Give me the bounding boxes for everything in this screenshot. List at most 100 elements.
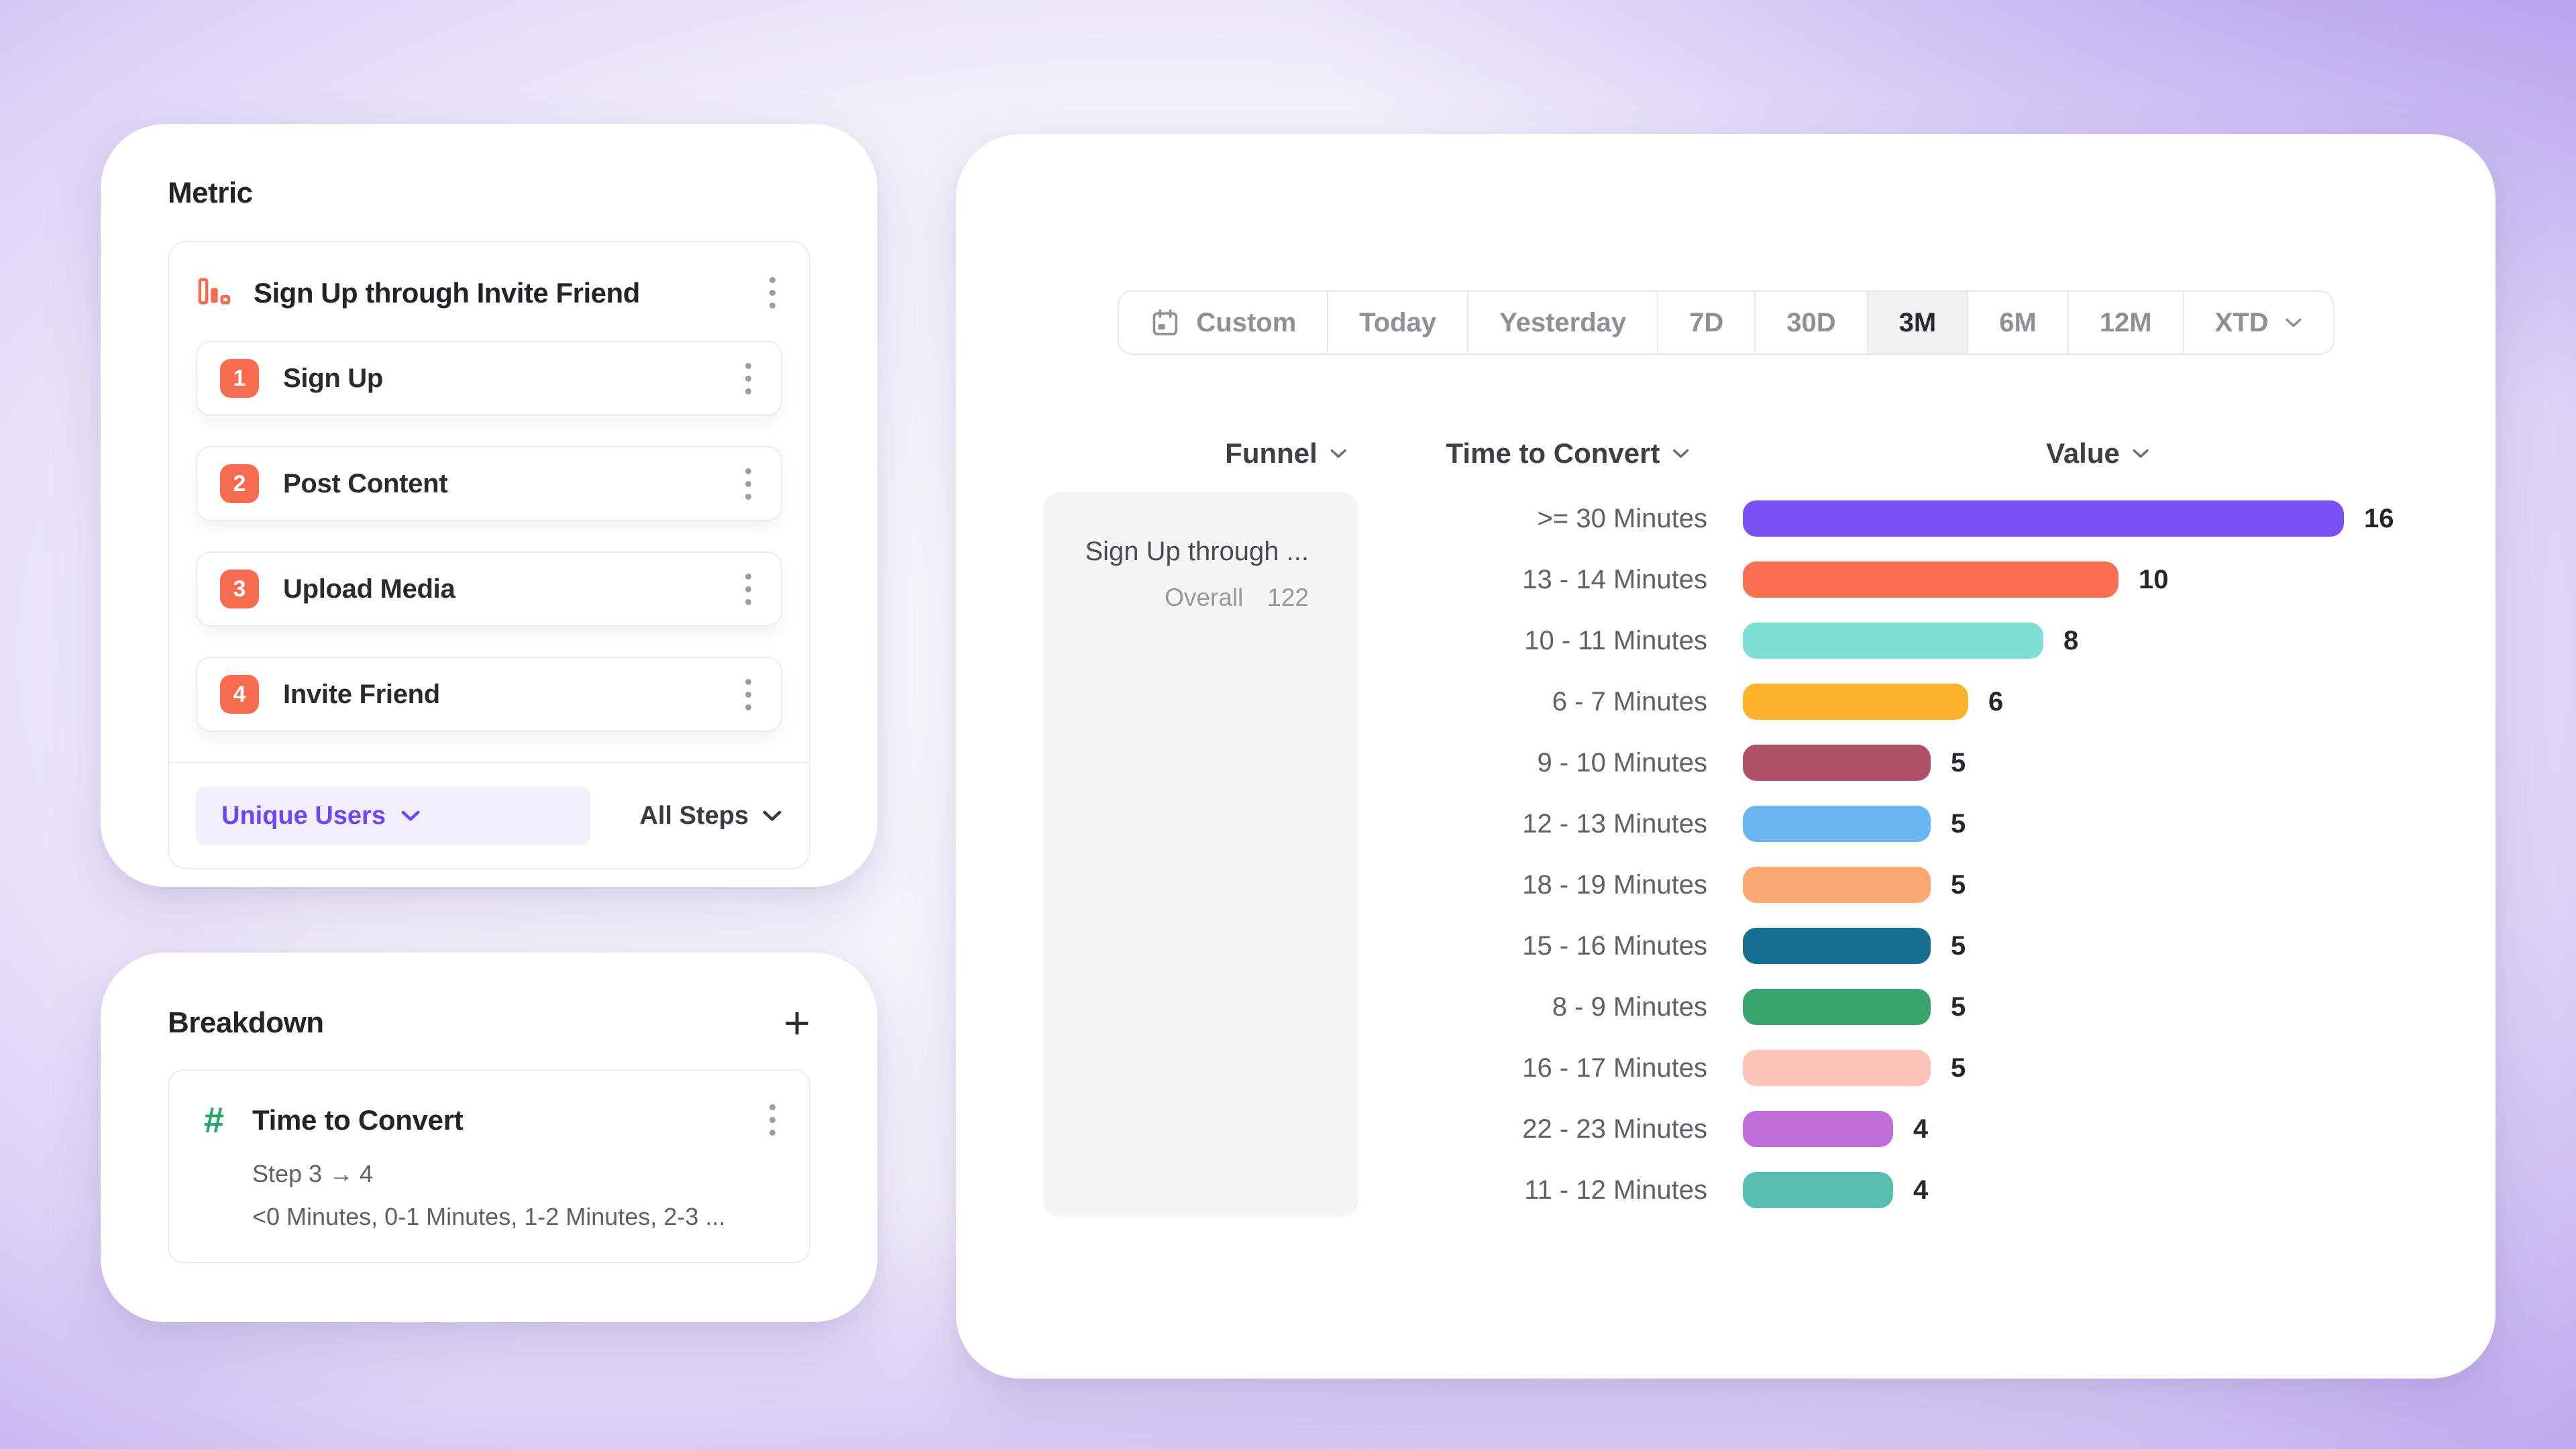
funnel-builder-header: Sign Up through Invite Friend	[169, 242, 809, 341]
column-header-funnel[interactable]: Funnel	[1225, 437, 1347, 470]
table-row: 8 - 9 Minutes 5	[1385, 989, 1966, 1025]
step-label: Post Content	[283, 468, 448, 498]
steps-scope-dropdown[interactable]: All Steps	[639, 802, 782, 830]
table-row: 18 - 19 Minutes 5	[1385, 867, 1966, 903]
value-bar[interactable]	[1743, 806, 1931, 842]
breakdown-panel: Breakdown + # Time to Convert Step 3 → 4…	[101, 953, 877, 1322]
bucket-label: 10 - 11 Minutes	[1524, 625, 1707, 655]
chevron-down-icon	[2285, 317, 2302, 329]
kebab-menu-icon[interactable]	[739, 568, 758, 610]
report-panel: Custom Today Yesterday 7D 30D 3M 6M 12M …	[956, 134, 2496, 1379]
steps-scope-label: All Steps	[639, 801, 749, 830]
step-row[interactable]: 1 Sign Up	[196, 341, 782, 416]
kebab-menu-icon[interactable]	[739, 358, 758, 400]
table-row: 10 - 11 Minutes 8	[1385, 623, 2078, 659]
step-row[interactable]: 3 Upload Media	[196, 551, 782, 627]
step-label: Sign Up	[283, 363, 383, 393]
measure-dropdown[interactable]: Unique Users	[196, 786, 590, 845]
value-bar[interactable]	[1743, 745, 1931, 781]
date-range-12m[interactable]: 12M	[2067, 292, 2183, 354]
value-label: 10	[2139, 564, 2169, 594]
date-range-custom[interactable]: Custom	[1118, 292, 1327, 354]
overall-label: Overall	[1165, 584, 1244, 611]
step-label: Upload Media	[283, 574, 455, 604]
breakdown-property-name: Time to Convert	[252, 1104, 464, 1136]
bucket-label: 13 - 14 Minutes	[1522, 564, 1707, 594]
step-row[interactable]: 4 Invite Friend	[196, 657, 782, 732]
column-header-label: Funnel	[1225, 437, 1318, 469]
value-bar[interactable]	[1743, 561, 2118, 598]
value-label: 4	[1913, 1114, 1929, 1144]
value-label: 5	[1951, 991, 1966, 1022]
date-range-xtd-dropdown[interactable]: XTD	[2182, 292, 2333, 354]
chevron-down-icon	[762, 810, 782, 822]
chevron-down-icon	[1672, 448, 1689, 460]
bucket-label: 9 - 10 Minutes	[1537, 747, 1707, 777]
step-number-badge: 2	[220, 464, 259, 503]
bucket-label: 16 - 17 Minutes	[1522, 1053, 1707, 1083]
bucket-label: 22 - 23 Minutes	[1522, 1114, 1707, 1144]
breakdown-step-range: Step 3 → 4	[252, 1160, 374, 1187]
date-range-6m[interactable]: 6M	[1967, 292, 2068, 354]
date-range-bar: Custom Today Yesterday 7D 30D 3M 6M 12M …	[1117, 290, 2334, 355]
column-header-value[interactable]: Value	[2046, 437, 2149, 470]
table-row: >= 30 Minutes 16	[1385, 500, 2394, 537]
date-range-label: XTD	[2214, 307, 2269, 337]
value-bar[interactable]	[1743, 1172, 1893, 1208]
value-bar[interactable]	[1743, 500, 2344, 537]
bucket-label: 8 - 9 Minutes	[1552, 991, 1707, 1022]
column-header-label: Time to Convert	[1446, 437, 1660, 469]
date-range-label: 6M	[1999, 307, 2037, 337]
date-range-label: 12M	[2099, 307, 2152, 337]
value-bar[interactable]	[1743, 1050, 1931, 1086]
measure-dropdown-label: Unique Users	[221, 801, 386, 830]
add-breakdown-button[interactable]: +	[784, 998, 810, 1049]
date-range-yesterday[interactable]: Yesterday	[1467, 292, 1657, 354]
kebab-menu-icon[interactable]	[763, 1099, 782, 1141]
funnel-builder-card: Sign Up through Invite Friend 1 Sign Up …	[168, 241, 810, 869]
step-number-badge: 1	[220, 359, 259, 398]
step-row[interactable]: 2 Post Content	[196, 446, 782, 521]
kebab-menu-icon[interactable]	[739, 463, 758, 505]
date-range-30d[interactable]: 30D	[1754, 292, 1866, 354]
bucket-label: 18 - 19 Minutes	[1522, 869, 1707, 900]
bucket-label: 11 - 12 Minutes	[1524, 1175, 1707, 1205]
table-row: 16 - 17 Minutes 5	[1385, 1050, 1966, 1086]
date-range-label: Yesterday	[1499, 307, 1627, 337]
bucket-label: >= 30 Minutes	[1537, 503, 1708, 533]
value-label: 8	[2063, 625, 2079, 655]
value-bar[interactable]	[1743, 928, 1931, 964]
table-row: 15 - 16 Minutes 5	[1385, 928, 1966, 964]
funnel-steps-list: 1 Sign Up 2 Post Content 3 Upload Media …	[169, 341, 809, 732]
hash-icon: #	[203, 1099, 225, 1140]
value-label: 16	[2364, 503, 2394, 533]
step-number-badge: 3	[220, 570, 259, 608]
table-row: 13 - 14 Minutes 10	[1385, 561, 2169, 598]
kebab-menu-icon[interactable]	[739, 674, 758, 716]
value-bar[interactable]	[1743, 623, 2043, 659]
date-range-label: Today	[1359, 307, 1437, 337]
step-number-badge: 4	[220, 675, 259, 714]
metric-panel: Metric Sign Up through Invite Friend 1 S…	[101, 124, 877, 887]
funnel-name: Sign Up through Invite Friend	[254, 276, 640, 309]
date-range-label: 30D	[1786, 307, 1836, 337]
builder-footer: Unique Users All Steps	[169, 762, 809, 868]
date-range-today[interactable]: Today	[1327, 292, 1467, 354]
table-row: 11 - 12 Minutes 4	[1385, 1172, 1928, 1208]
value-bar[interactable]	[1743, 1111, 1893, 1147]
column-header-time-to-convert[interactable]: Time to Convert	[1446, 437, 1690, 470]
kebab-menu-icon[interactable]	[763, 272, 782, 314]
funnel-cell: Sign Up through ... Overall 122	[1043, 492, 1358, 1217]
column-header-label: Value	[2046, 437, 2120, 469]
value-label: 5	[1951, 869, 1966, 900]
calendar-icon	[1149, 307, 1180, 338]
value-label: 5	[1951, 808, 1966, 839]
value-bar[interactable]	[1743, 684, 1968, 720]
date-range-7d[interactable]: 7D	[1657, 292, 1754, 354]
date-range-3m[interactable]: 3M	[1866, 292, 1968, 354]
value-bar[interactable]	[1743, 989, 1931, 1025]
chevron-down-icon	[400, 810, 421, 822]
value-label: 5	[1951, 930, 1966, 961]
value-bar[interactable]	[1743, 867, 1931, 903]
table-row: 12 - 13 Minutes 5	[1385, 806, 1966, 842]
